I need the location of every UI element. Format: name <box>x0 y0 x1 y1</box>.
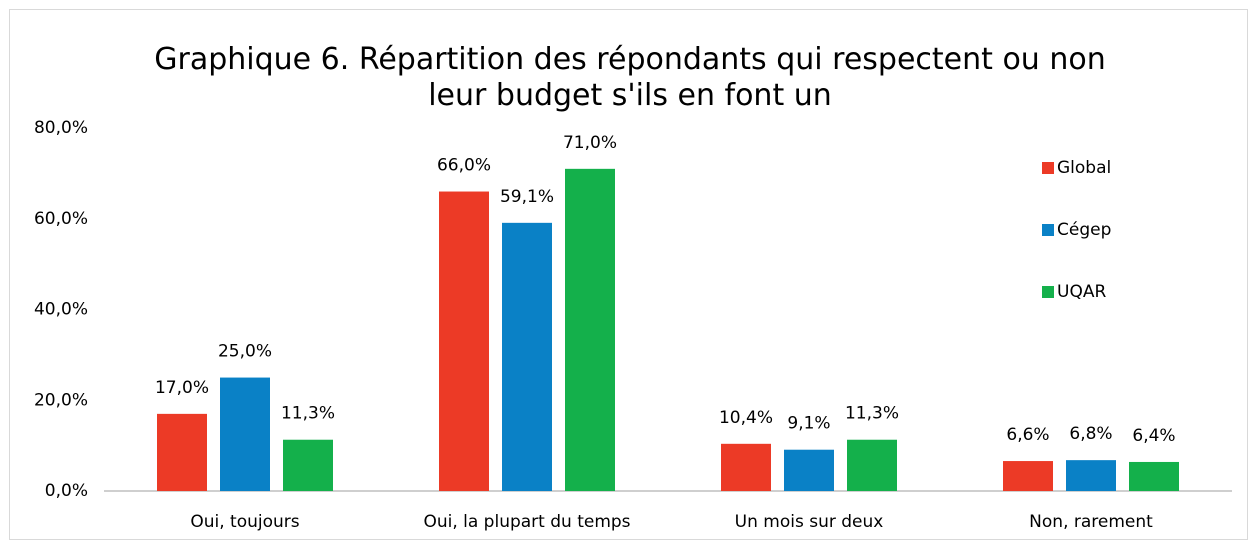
bar <box>847 439 897 491</box>
value-label: 6,8% <box>1069 424 1112 444</box>
x-tick-label: Oui, toujours <box>190 512 299 532</box>
x-tick-label: Oui, la plupart du temps <box>423 512 630 532</box>
value-label: 6,6% <box>1006 425 1049 445</box>
chart-border <box>9 9 1248 540</box>
legend-swatch <box>1042 286 1054 298</box>
x-tick-label: Non, rarement <box>1029 512 1153 532</box>
value-label: 71,0% <box>563 133 617 153</box>
bar <box>721 443 771 491</box>
value-label: 25,0% <box>218 342 272 362</box>
legend-label: Cégep <box>1057 220 1111 240</box>
y-tick-label: 80,0% <box>34 118 88 138</box>
bar <box>157 413 207 491</box>
y-tick-label: 40,0% <box>34 300 88 320</box>
chart-title: Graphique 6. Répartition des répondants … <box>154 42 1106 113</box>
bar <box>784 449 834 491</box>
value-label: 11,3% <box>281 404 335 424</box>
bar <box>502 222 552 492</box>
legend-swatch <box>1042 162 1054 174</box>
value-label: 6,4% <box>1132 426 1175 446</box>
legend-label: UQAR <box>1057 282 1106 302</box>
bar <box>439 191 489 491</box>
value-label: 9,1% <box>787 414 830 434</box>
bar <box>283 439 333 491</box>
bar <box>1003 461 1053 491</box>
y-tick-label: 0,0% <box>45 481 88 501</box>
bar <box>1066 460 1116 491</box>
legend-swatch <box>1042 224 1054 236</box>
bar <box>565 168 615 491</box>
value-label: 10,4% <box>719 408 773 428</box>
value-label: 11,3% <box>845 404 899 424</box>
value-label: 59,1% <box>500 187 554 207</box>
x-tick-label: Un mois sur deux <box>735 512 884 532</box>
y-tick-label: 60,0% <box>34 209 88 229</box>
value-label: 17,0% <box>155 378 209 398</box>
value-label: 66,0% <box>437 156 491 176</box>
legend-label: Global <box>1057 158 1111 178</box>
y-tick-label: 20,0% <box>34 390 88 410</box>
bar <box>1129 461 1179 491</box>
bar <box>220 377 270 491</box>
